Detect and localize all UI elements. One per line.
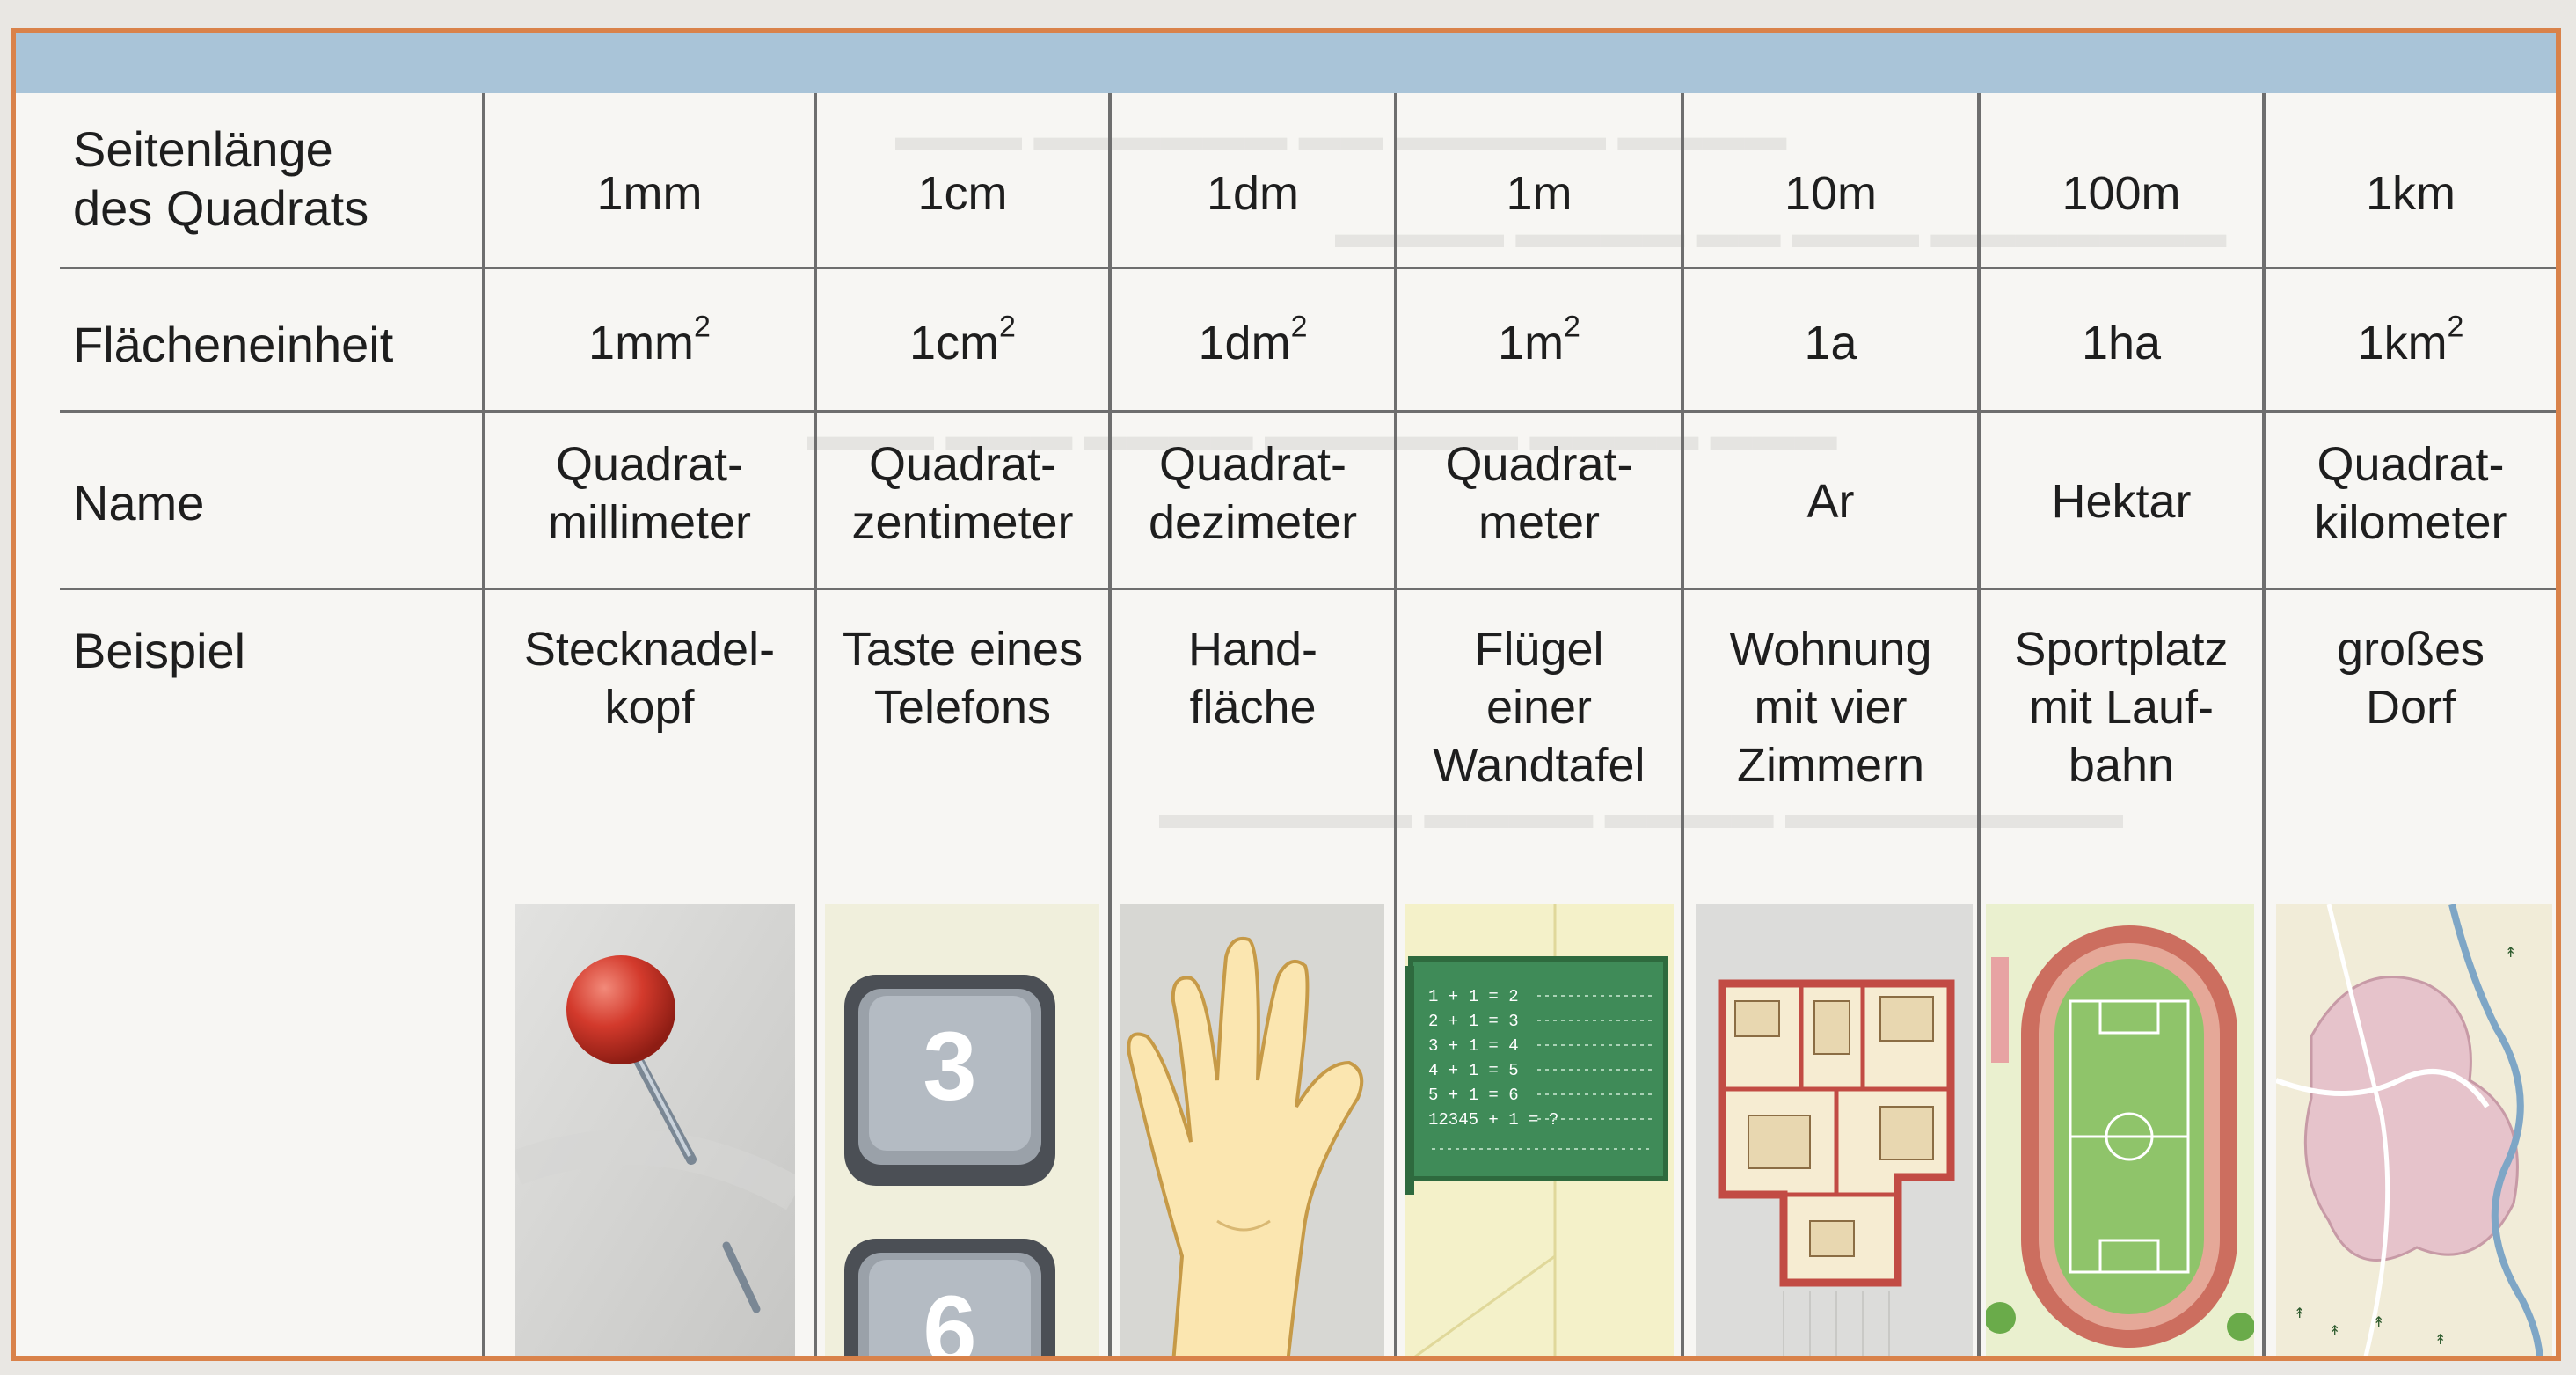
area-unit-ha: 1ha [2081, 317, 2162, 369]
hand-icon [1120, 904, 1384, 1356]
unit-name-cm2: Quadrat- zentimeter [851, 438, 1074, 549]
board-line: 4 + 1 = 5 [1428, 1061, 1519, 1080]
pin-icon [515, 904, 795, 1356]
unit-name-a: Ar [1806, 475, 1855, 528]
unit-name-ha: Hektar [2051, 475, 2192, 528]
side-length-mm: 1mm [596, 167, 703, 220]
example-ha: Sportplatz mit Lauf- bahn [2014, 623, 2229, 792]
side-length-10m: 10m [1784, 167, 1878, 220]
svg-text:↟: ↟ [2505, 946, 2516, 961]
area-unit-a: 1a [1804, 317, 1857, 369]
phone-key-icon: 3 6 [825, 904, 1099, 1361]
example-a: Wohnung mit vier Zimmern [1729, 623, 1932, 792]
unit-name-m2: Quadrat- meter [1445, 438, 1633, 549]
svg-text:↟: ↟ [2294, 1306, 2305, 1321]
area-unit-cm2: 1cm2 [909, 310, 1016, 370]
svg-text:↟: ↟ [2329, 1324, 2340, 1339]
unit-table-card: ▬▬▬ ▬▬▬▬▬▬ ▬▬ ▬▬▬▬▬ ▬▬▬▬ ▬▬▬▬ ▬▬▬▬ ▬▬ ▬▬… [11, 28, 2561, 1361]
side-length-100m: 100m [2062, 167, 2181, 220]
board-line: 5 + 1 = 6 [1428, 1086, 1519, 1105]
row-label-area-unit: Flächeneinheit [73, 317, 394, 372]
example-cm2: Taste eines Telefons [842, 623, 1084, 734]
unit-name-mm2: Quadrat- millimeter [547, 438, 751, 549]
area-unit-m2: 1m2 [1498, 310, 1580, 370]
row-label-example: Beispiel [73, 623, 246, 678]
side-length-cm: 1cm [917, 167, 1008, 220]
sports-field-icon [1986, 904, 2254, 1356]
board-line: 12345 + 1 = ? [1428, 1110, 1558, 1130]
area-unit-mm2: 1mm2 [588, 310, 711, 370]
row-label-side-length: Seitenlänge des Quadrats [73, 121, 369, 237]
unit-name-km2: Quadrat- kilometer [2314, 438, 2507, 549]
side-length-km: 1km [2365, 167, 2456, 220]
side-length-dm: 1dm [1206, 167, 1300, 220]
board-line: 2 + 1 = 3 [1428, 1012, 1519, 1031]
blackboard-icon: 1 + 1 = 2 2 + 1 = 3 3 + 1 = 4 4 + 1 = 5 … [1405, 904, 1674, 1356]
unit-name-dm2: Quadrat- dezimeter [1148, 438, 1358, 549]
floorplan-icon [1696, 904, 1973, 1356]
row-label-name: Name [73, 475, 205, 530]
example-m2: Flügel einer Wandtafel [1433, 623, 1646, 792]
svg-text:↟: ↟ [2434, 1333, 2446, 1348]
village-map-icon: ↟ ↟ ↟ ↟ ↟ [2276, 904, 2552, 1356]
header-band [16, 33, 2556, 93]
board-line: 3 + 1 = 4 [1428, 1036, 1519, 1056]
key-label-top: 3 [923, 1013, 976, 1121]
key-label-bottom: 6 [923, 1276, 976, 1361]
board-line: 1 + 1 = 2 [1428, 987, 1519, 1006]
area-unit-dm2: 1dm2 [1198, 310, 1308, 370]
area-unit-km2: 1km2 [2357, 310, 2464, 370]
side-length-m: 1m [1506, 167, 1573, 220]
svg-text:↟: ↟ [2373, 1315, 2384, 1330]
example-km2: großes Dorf [2336, 623, 2485, 734]
example-dm2: Hand- fläche [1187, 623, 1318, 734]
example-mm2: Stecknadel- kopf [523, 623, 776, 734]
